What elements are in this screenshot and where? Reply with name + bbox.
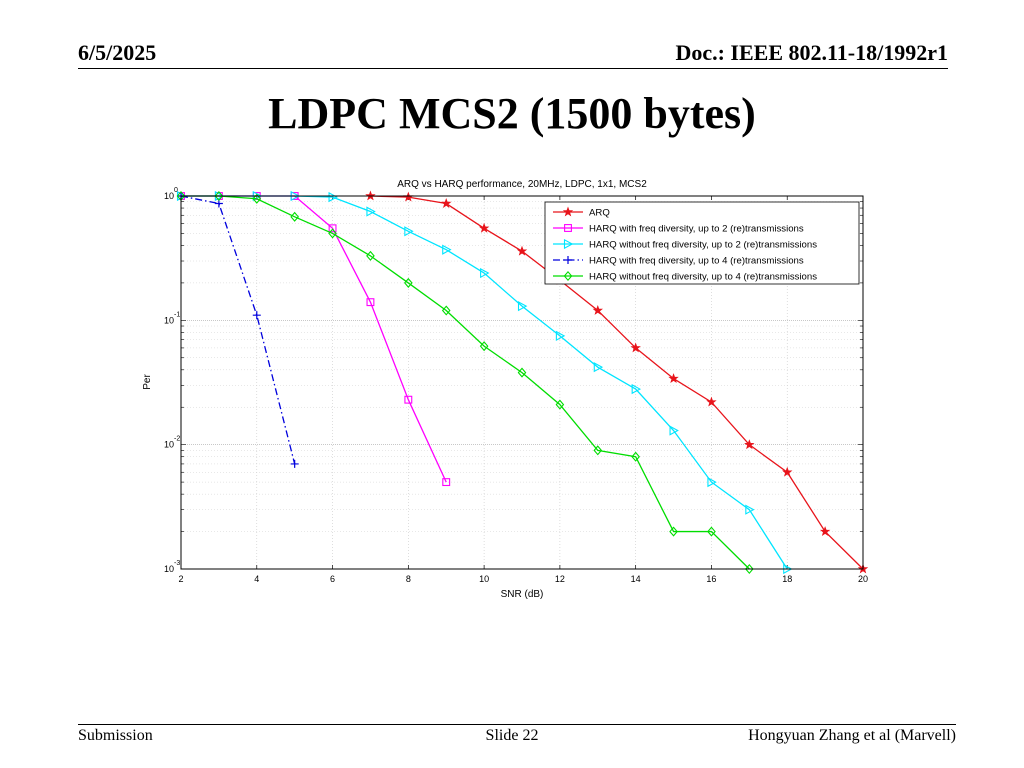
legend-swatch-marker bbox=[564, 224, 572, 232]
data-point-marker bbox=[404, 277, 413, 288]
data-point-marker bbox=[366, 206, 376, 217]
data-point-marker bbox=[707, 526, 716, 537]
data-point-marker bbox=[366, 250, 375, 261]
y-tick-label-base: 10 bbox=[164, 440, 174, 450]
data-point-marker bbox=[404, 395, 413, 404]
slide-title: LDPC MCS2 (1500 bytes) bbox=[268, 89, 756, 138]
data-point-marker bbox=[517, 301, 528, 312]
data-point-marker bbox=[480, 267, 490, 279]
data-point-marker bbox=[631, 451, 640, 462]
data-point-marker bbox=[669, 425, 679, 436]
data-point-marker bbox=[668, 373, 679, 384]
x-tick-label: 18 bbox=[782, 574, 792, 584]
data-point-marker bbox=[630, 342, 641, 353]
data-point-marker bbox=[517, 367, 527, 378]
x-tick-label: 2 bbox=[178, 574, 183, 584]
data-point-marker bbox=[745, 504, 755, 515]
data-point-marker bbox=[478, 222, 490, 233]
legend-label: HARQ with freq diversity, up to 4 (re)tr… bbox=[589, 256, 804, 267]
y-tick-label-base: 10 bbox=[164, 191, 174, 201]
legend-swatch-marker bbox=[563, 238, 574, 250]
data-point-marker bbox=[516, 245, 528, 256]
series-line bbox=[370, 195, 864, 570]
y-tick-label-base: 10 bbox=[164, 315, 174, 325]
data-point-marker bbox=[328, 224, 337, 233]
data-point-marker bbox=[706, 396, 717, 407]
legend: ARQ HARQ with freq diversity, up to 2 (re… bbox=[544, 201, 860, 285]
footer-slide-number: Slide 22 bbox=[485, 727, 539, 744]
x-tick-label: 10 bbox=[479, 574, 489, 584]
data-point-marker bbox=[442, 244, 452, 255]
y-tick-label-base: 10 bbox=[164, 564, 174, 574]
series-line bbox=[181, 195, 750, 570]
legend-swatch-marker bbox=[562, 206, 574, 217]
data-point-marker bbox=[555, 330, 566, 341]
x-tick-label: 8 bbox=[406, 574, 411, 584]
legend-label: HARQ without freq diversity, up to 4 (re… bbox=[589, 272, 817, 283]
series-line bbox=[180, 195, 296, 465]
data-point-marker bbox=[819, 526, 831, 536]
data-point-marker bbox=[669, 526, 678, 537]
series-5 bbox=[176, 190, 754, 575]
legend-swatch-marker bbox=[564, 256, 572, 264]
x-tick-label: 16 bbox=[706, 574, 716, 584]
legend-label: HARQ without freq diversity, up to 2 (re… bbox=[589, 240, 817, 251]
x-tick-label: 6 bbox=[330, 574, 335, 584]
footer-submission: Submission bbox=[78, 727, 153, 744]
data-point-marker bbox=[290, 459, 299, 468]
data-point-marker bbox=[366, 298, 375, 307]
data-point-marker bbox=[442, 478, 451, 487]
data-point-marker bbox=[782, 466, 793, 477]
plot-frame bbox=[180, 195, 864, 570]
x-tick-label: 4 bbox=[254, 574, 259, 584]
legend-label: ARQ bbox=[589, 208, 610, 219]
data-point-marker bbox=[631, 383, 642, 395]
data-point-marker bbox=[479, 341, 489, 352]
y-axis-label: Per bbox=[142, 374, 153, 390]
footer-divider bbox=[78, 724, 956, 725]
data-point-marker bbox=[328, 191, 338, 203]
y-tick-label-exponent: -2 bbox=[174, 436, 180, 443]
data-point-marker bbox=[252, 193, 262, 204]
data-point-marker bbox=[441, 305, 451, 316]
legend-box bbox=[544, 201, 860, 285]
x-tick-label: 14 bbox=[631, 574, 641, 584]
header-date: 6/5/2025 bbox=[78, 40, 157, 65]
data-point-marker bbox=[745, 563, 754, 575]
data-point-marker bbox=[441, 198, 452, 208]
chart-title: ARQ vs HARQ performance, 20MHz, LDPC, 1x… bbox=[397, 179, 647, 190]
data-point-marker bbox=[592, 305, 603, 315]
data-point-marker bbox=[290, 211, 299, 222]
legend-label: HARQ with freq diversity, up to 2 (re)tr… bbox=[589, 224, 804, 235]
header-divider bbox=[78, 68, 948, 69]
data-point-marker bbox=[744, 439, 755, 450]
y-tick-label-exponent: -1 bbox=[174, 311, 180, 318]
x-tick-label: 20 bbox=[858, 574, 868, 584]
header-document-id: Doc.: IEEE 802.11-18/1992r1 bbox=[675, 40, 948, 65]
data-point-marker bbox=[328, 228, 337, 239]
data-point-marker bbox=[707, 476, 717, 488]
data-point-marker bbox=[555, 399, 565, 410]
data-point-marker bbox=[593, 362, 604, 373]
data-point-marker bbox=[404, 226, 414, 237]
footer-author: Hongyuan Zhang et al (Marvell) bbox=[748, 727, 956, 744]
data-point-marker bbox=[252, 311, 261, 320]
data-point-marker bbox=[214, 190, 224, 202]
legend-swatch-marker bbox=[563, 270, 573, 282]
x-tick-label: 12 bbox=[555, 574, 565, 584]
y-tick-label-exponent: -3 bbox=[174, 560, 180, 567]
x-axis-label: SNR (dB) bbox=[501, 589, 544, 600]
y-tick-label-exponent: 0 bbox=[174, 187, 178, 194]
data-point-marker bbox=[593, 445, 603, 456]
